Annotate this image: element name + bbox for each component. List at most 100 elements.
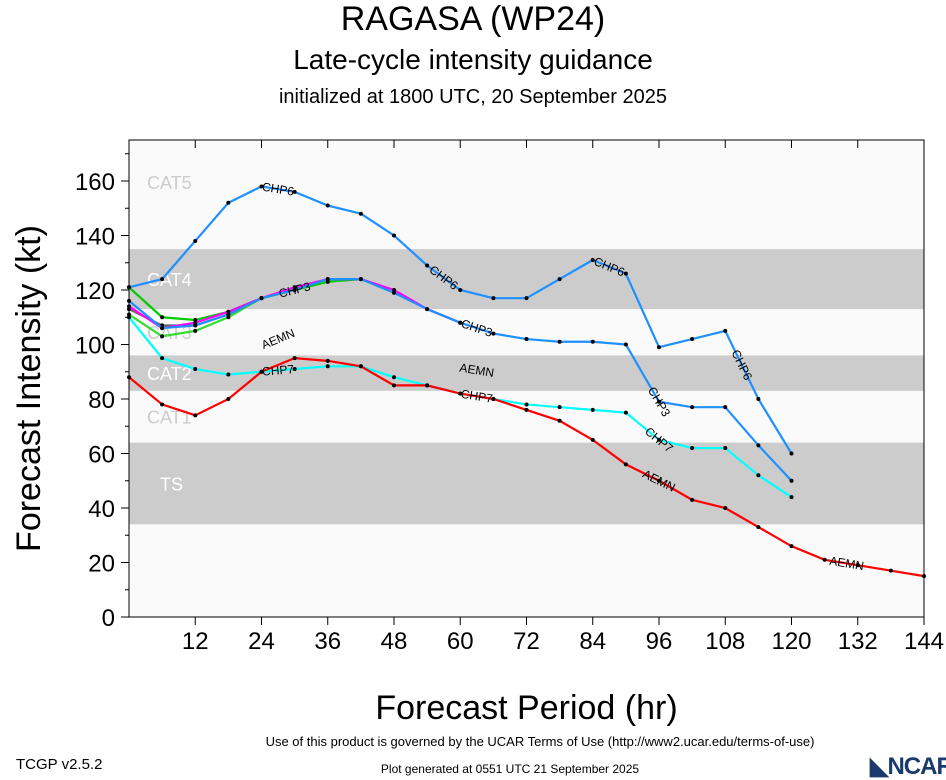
data-point bbox=[160, 277, 165, 282]
band-label-cat2: CAT2 bbox=[147, 364, 192, 384]
data-point bbox=[226, 372, 231, 377]
x-tick-label: 132 bbox=[838, 628, 878, 655]
data-point bbox=[756, 525, 761, 530]
data-point bbox=[657, 345, 661, 350]
data-point bbox=[590, 437, 595, 442]
band-label-ts: TS bbox=[160, 474, 183, 494]
data-point bbox=[259, 296, 264, 301]
version-label: TCGP v2.5.2 bbox=[16, 756, 103, 773]
data-point bbox=[657, 437, 661, 442]
data-point bbox=[292, 288, 297, 292]
data-point bbox=[657, 399, 661, 404]
y-tick-label: 0 bbox=[102, 605, 115, 632]
data-point bbox=[325, 358, 330, 363]
data-point bbox=[160, 334, 165, 339]
data-point bbox=[822, 557, 827, 562]
series-label: CHP7 bbox=[262, 362, 295, 379]
data-point bbox=[789, 495, 794, 500]
data-point bbox=[458, 288, 463, 292]
y-tick-label: 140 bbox=[75, 224, 115, 251]
data-point bbox=[292, 356, 297, 361]
x-tick-label: 144 bbox=[904, 628, 944, 655]
y-tick-label: 20 bbox=[88, 551, 115, 578]
data-point bbox=[358, 277, 363, 282]
data-point bbox=[392, 290, 396, 295]
x-tick-label: 72 bbox=[513, 628, 540, 655]
data-point bbox=[259, 184, 264, 189]
data-point bbox=[756, 443, 761, 448]
y-tick-label: 100 bbox=[75, 333, 115, 360]
terms-of-use: Use of this product is governed by the U… bbox=[265, 734, 815, 749]
data-point bbox=[127, 285, 131, 290]
data-point bbox=[292, 189, 297, 194]
data-point bbox=[392, 233, 396, 238]
data-point bbox=[855, 563, 860, 568]
x-tick-label: 108 bbox=[705, 628, 745, 655]
band-ts bbox=[129, 442, 924, 525]
y-axis-label: Forecast Intensity (kt) bbox=[10, 225, 48, 552]
data-point bbox=[524, 402, 529, 407]
data-point bbox=[557, 277, 562, 282]
data-point bbox=[160, 356, 165, 361]
x-tick-label: 36 bbox=[314, 628, 341, 655]
data-point bbox=[127, 375, 131, 380]
data-point bbox=[789, 478, 794, 483]
data-point bbox=[193, 323, 198, 328]
band-label-cat1: CAT1 bbox=[147, 408, 192, 428]
band-label-cat5: CAT5 bbox=[147, 173, 192, 193]
series-label: CHP7 bbox=[460, 387, 494, 406]
data-point bbox=[127, 298, 131, 303]
data-point bbox=[127, 304, 131, 309]
x-tick-label: 48 bbox=[381, 628, 408, 655]
band-label-cat4: CAT4 bbox=[147, 270, 192, 290]
data-point bbox=[193, 367, 198, 372]
x-tick-label: 84 bbox=[579, 628, 606, 655]
data-point bbox=[193, 413, 198, 418]
data-point bbox=[723, 328, 728, 333]
ncar-logo: ◣NCAR bbox=[870, 753, 946, 780]
data-point bbox=[392, 383, 396, 388]
data-point bbox=[557, 418, 562, 423]
data-point bbox=[789, 544, 794, 549]
data-point bbox=[358, 211, 363, 216]
data-point bbox=[193, 238, 198, 243]
data-point bbox=[160, 326, 165, 331]
data-point bbox=[690, 497, 695, 502]
series-label: AEMN bbox=[828, 554, 864, 573]
data-point bbox=[358, 364, 363, 369]
data-point bbox=[756, 473, 761, 478]
data-point bbox=[325, 277, 330, 282]
y-tick-label: 120 bbox=[75, 278, 115, 305]
data-point bbox=[259, 369, 264, 374]
data-point bbox=[458, 320, 463, 325]
data-point bbox=[690, 405, 695, 410]
data-point bbox=[623, 410, 628, 415]
data-point bbox=[623, 342, 628, 347]
x-tick-label: 120 bbox=[771, 628, 811, 655]
data-point bbox=[557, 405, 562, 410]
series-label: AEMN bbox=[459, 361, 495, 380]
data-point bbox=[524, 296, 529, 301]
chart-subtitle: Late-cycle intensity guidance bbox=[293, 44, 653, 75]
data-point bbox=[325, 203, 330, 208]
data-point bbox=[226, 312, 231, 317]
data-point bbox=[623, 271, 628, 276]
data-point bbox=[723, 506, 728, 510]
data-point bbox=[690, 446, 695, 451]
x-tick-label: 24 bbox=[248, 628, 275, 655]
data-point bbox=[756, 397, 761, 401]
x-axis-label: Forecast Period (hr) bbox=[375, 689, 677, 727]
data-point bbox=[590, 258, 595, 263]
data-point bbox=[888, 568, 893, 573]
data-point bbox=[425, 383, 430, 388]
data-point bbox=[590, 339, 595, 344]
data-point bbox=[458, 391, 463, 396]
data-point bbox=[723, 405, 728, 410]
data-point bbox=[160, 402, 165, 407]
band-label-cat3: CAT3 bbox=[147, 323, 192, 343]
data-point bbox=[127, 315, 131, 320]
data-point bbox=[325, 364, 330, 369]
data-point bbox=[590, 407, 595, 412]
data-point bbox=[491, 331, 496, 336]
